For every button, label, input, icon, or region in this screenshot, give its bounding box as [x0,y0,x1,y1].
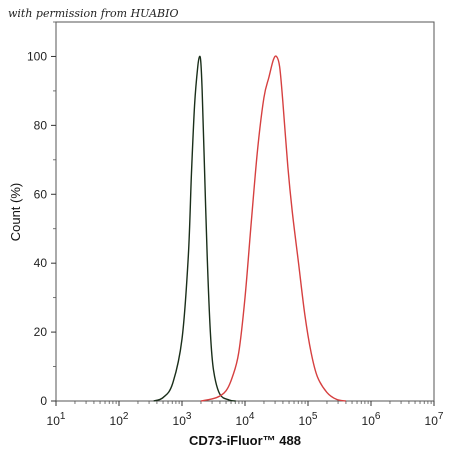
y-axis-ticks: 0 20 40 60 80 100 [27,21,56,408]
y-tick-label: 20 [34,325,48,339]
y-axis-label: Count (%) [8,183,23,242]
y-tick-label: 100 [27,49,47,63]
y-tick-label: 60 [34,187,48,201]
watermark: with permission from HUABIO [8,7,179,20]
series-line-2 [200,55,346,402]
x-tick-label: 103 [173,411,192,428]
x-tick-label: 105 [299,411,318,428]
y-tick-label: 80 [34,118,48,132]
x-axis-ticks: 101 102 103 104 105 106 107 [47,401,444,428]
x-tick-label: 106 [362,411,381,428]
x-axis-label: CD73-iFluor™ 488 [189,433,301,448]
series-group [153,55,346,402]
x-tick-label: 101 [47,411,66,428]
x-tick-label: 102 [110,411,129,428]
axes-frame [55,21,435,402]
x-tick-label: 104 [236,411,255,428]
y-tick-label: 40 [34,256,48,270]
y-tick-label: 0 [40,394,47,408]
series-line-1 [153,55,236,402]
plot-frame [55,21,435,402]
x-tick-label: 107 [425,411,444,428]
